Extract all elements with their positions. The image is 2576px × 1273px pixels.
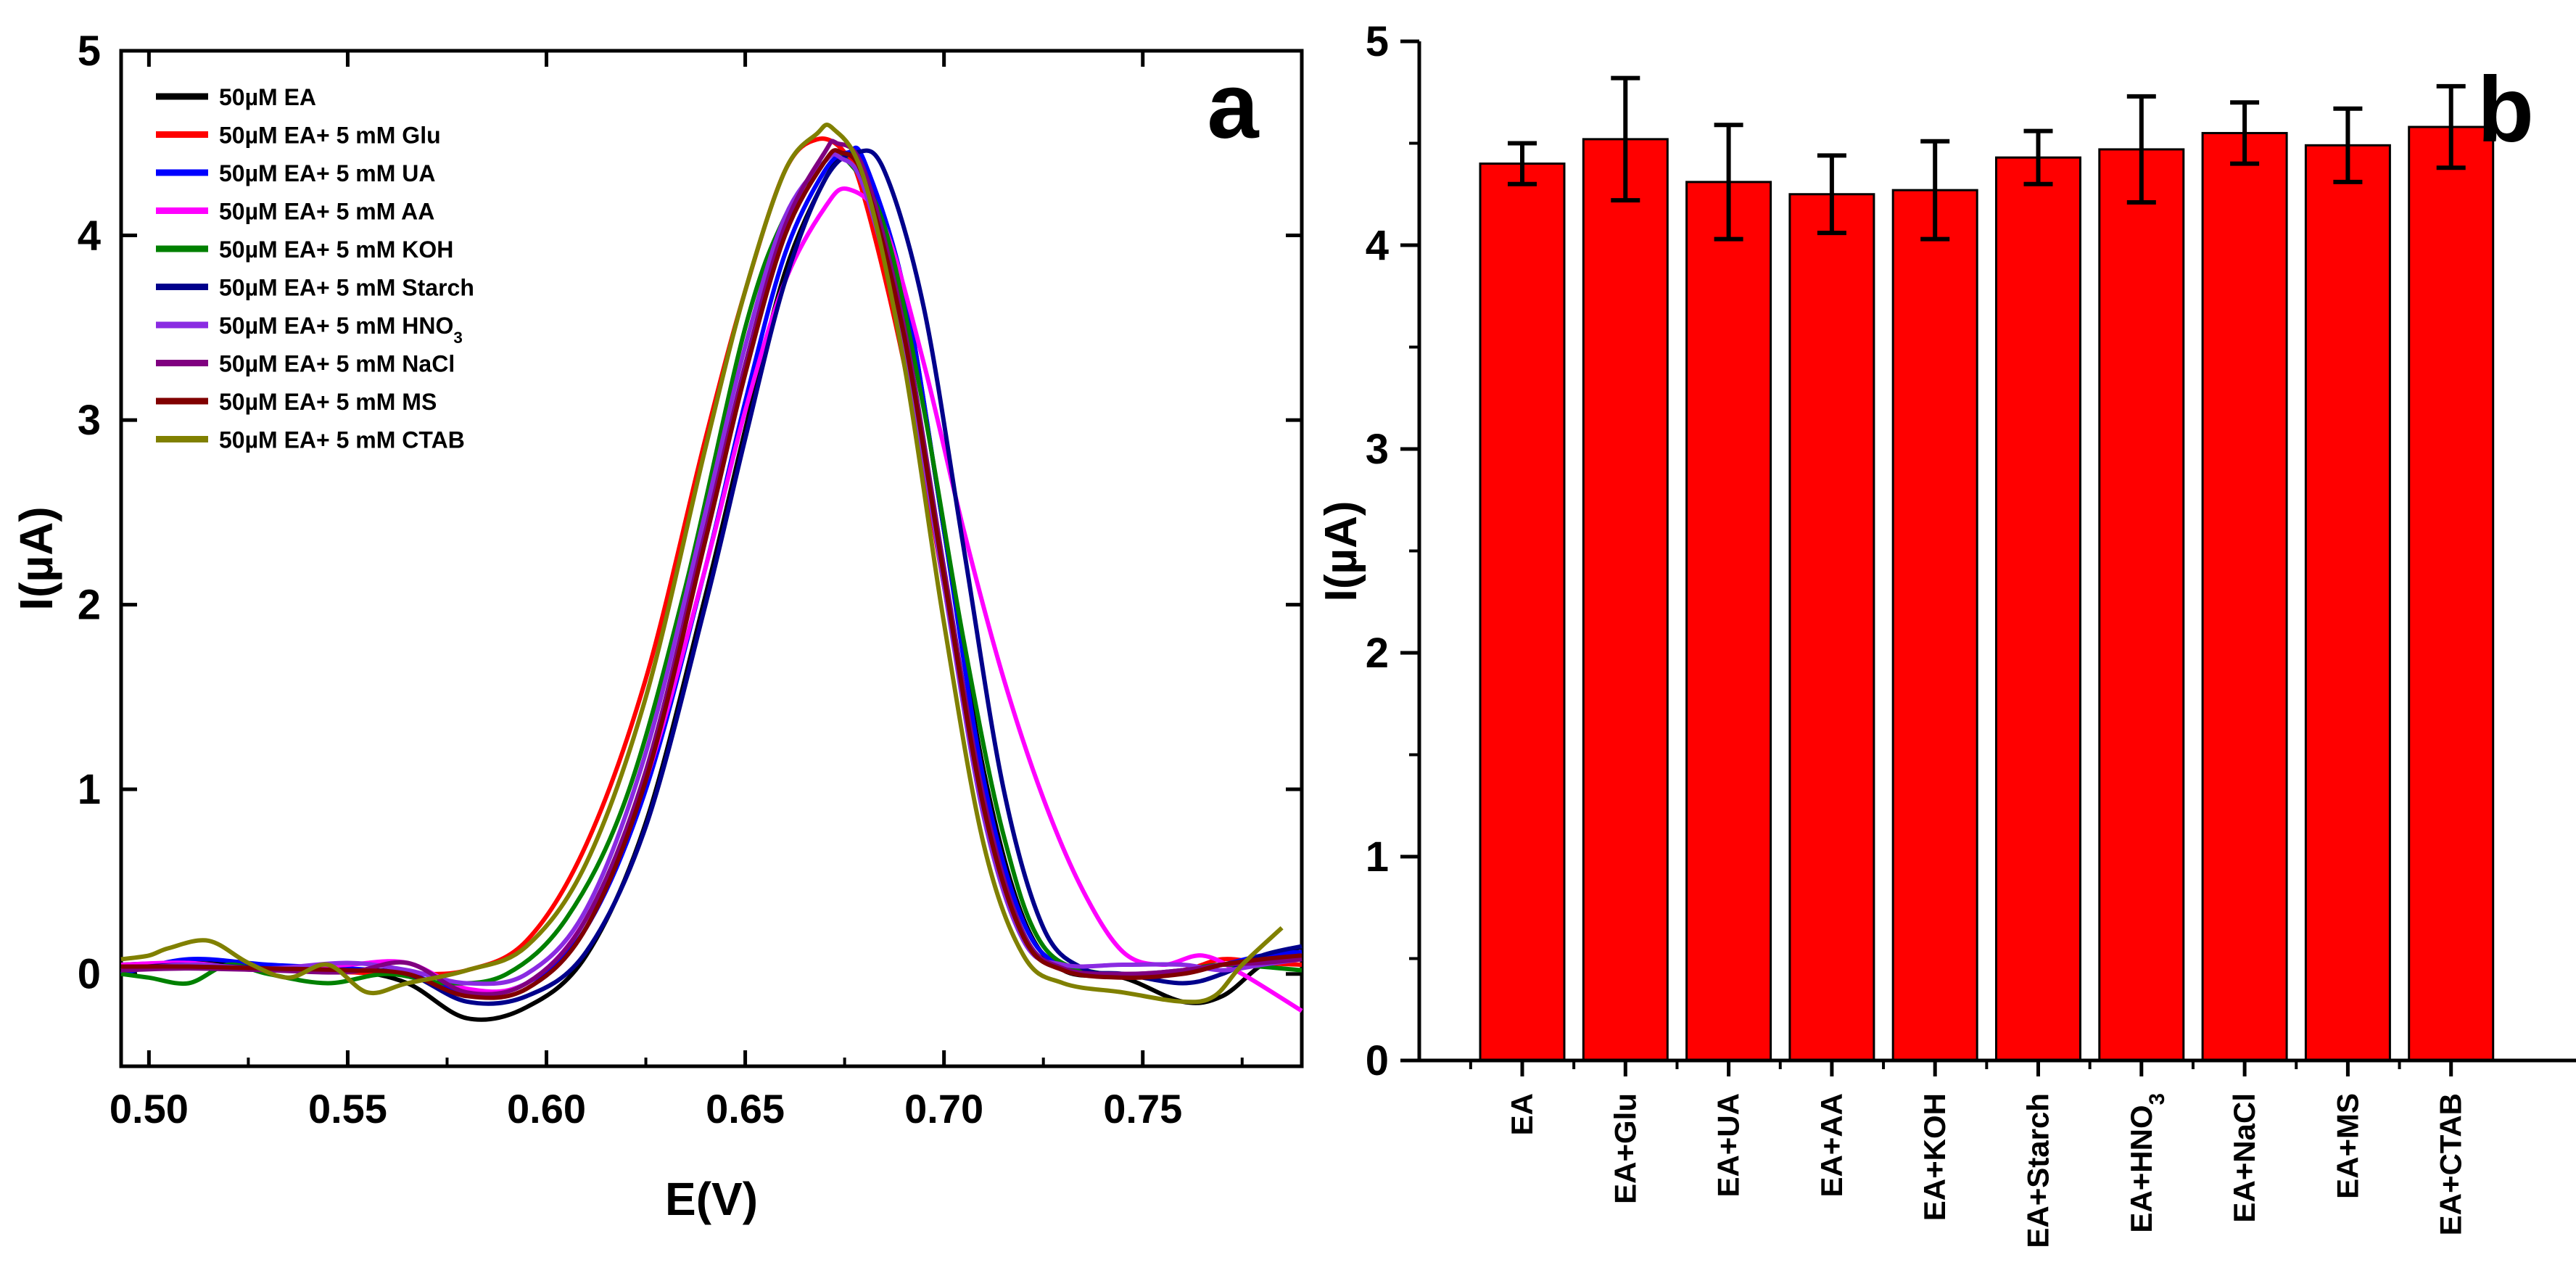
x-tick-label-ea-aa: EA+AA bbox=[1815, 1093, 1849, 1198]
x-tick-label-ea-ctab: EA+CTAB bbox=[2434, 1093, 2468, 1235]
x-tick-label-ea-ua: EA+UA bbox=[1712, 1093, 1746, 1198]
panel-a-x-tick-label: 0.70 bbox=[904, 1086, 983, 1132]
legend-label-50um-ea-5-mm-ms: 50µM EA+ 5 mM MS bbox=[219, 389, 437, 415]
panel-a-plot-frame bbox=[119, 49, 1304, 1068]
bar-ea-starch bbox=[1995, 156, 2081, 1062]
series-line-50um-ea-5-mm-glu bbox=[120, 136, 1303, 976]
panel-a-y-tick-label: 3 bbox=[78, 397, 101, 444]
panel-a-series-lines bbox=[120, 123, 1303, 1022]
bar-ea-ms bbox=[2304, 144, 2391, 1062]
x-tick-label-ea-nacl: EA+NaCl bbox=[2227, 1093, 2261, 1223]
panel-a-ticks: 0.50 0.55 0.60 0.65 0.70 0.75 0 1 2 3 4 5 bbox=[78, 28, 1302, 1132]
bar-ea-aa bbox=[1788, 193, 1875, 1062]
panel-a-x-tick-label: 0.60 bbox=[507, 1086, 586, 1132]
panel-b-y-tick-label: 4 bbox=[1366, 222, 1389, 269]
panel-a-x-tick-label: 0.50 bbox=[110, 1086, 189, 1132]
panel-a-y-tick-label: 5 bbox=[78, 28, 101, 75]
panel-a-y-tick-label: 0 bbox=[78, 951, 101, 998]
panel-a-x-tick-label: 0.65 bbox=[706, 1086, 785, 1132]
legend-label-50um-ea-5-mm-starch: 50µM EA+ 5 mM Starch bbox=[219, 275, 474, 301]
series-line-50um-ea-5-mm-koh bbox=[120, 149, 1303, 986]
panel-b-bar-chart: 0 1 2 3 4 5 EA EA+Glu EA+UA EA+AA EA+KOH EA+Starch… bbox=[1316, 18, 2576, 1248]
x-tick-label-ea-ms: EA+MS bbox=[2330, 1093, 2364, 1199]
bar-ea-ctab bbox=[2408, 125, 2495, 1062]
series-line-50um-ea-5-mm-ms bbox=[120, 148, 1303, 1000]
legend-label-50um-ea-5-mm-ua: 50µM EA+ 5 mM UA bbox=[219, 160, 436, 186]
panel-b-y-tick-label: 5 bbox=[1366, 18, 1389, 65]
panel-a-x-axis-title: E(V) bbox=[665, 1173, 758, 1225]
legend-label-50um-ea-5-mm-nacl: 50µM EA+ 5 mM NaCl bbox=[219, 351, 455, 377]
series-line-50um-ea-5-mm-ctab bbox=[120, 123, 1284, 1005]
panel-a-y-tick-label: 2 bbox=[78, 582, 101, 629]
panel-a-y-axis-title: I(µA) bbox=[10, 506, 62, 611]
bar-ea bbox=[1479, 162, 1566, 1062]
legend-label-50um-ea-5-mm-aa: 50µM EA+ 5 mM AA bbox=[219, 199, 434, 225]
legend-label-50um-ea-5-mm-koh: 50µM EA+ 5 mM KOH bbox=[219, 236, 453, 263]
panel-b-y-tick-label: 2 bbox=[1366, 630, 1389, 677]
x-tick-label-ea: EA bbox=[1505, 1093, 1539, 1135]
bar-ea-koh bbox=[1891, 189, 1978, 1062]
panel-b-ticks: 0 1 2 3 4 5 bbox=[1366, 18, 1419, 1084]
x-tick-label-ea-starch: EA+Starch bbox=[2021, 1093, 2055, 1248]
panel-a-x-tick-label: 0.55 bbox=[308, 1086, 387, 1132]
panel-b-y-tick-label: 1 bbox=[1366, 833, 1389, 881]
x-tick-label-ea-hno3: EA+HNO3 bbox=[2124, 1093, 2169, 1233]
panel-b-bars: EA EA+Glu EA+UA EA+AA EA+KOH EA+Starch EA+HNO3… bbox=[1469, 75, 2495, 1248]
panel-a-y-tick-label: 4 bbox=[78, 213, 101, 260]
legend-label-50um-ea-5-mm-hno3: 50µM EA+ 5 mM HNO3 bbox=[219, 313, 463, 347]
legend-label-50um-ea: 50µM EA bbox=[219, 84, 316, 110]
series-line-50um-ea-5-mm-aa bbox=[120, 186, 1303, 1013]
bar-ea-nacl bbox=[2201, 131, 2288, 1062]
bar-ea-hno3 bbox=[2098, 148, 2185, 1062]
x-tick-label-ea-koh: EA+KOH bbox=[1917, 1093, 1952, 1221]
panel-a-legend: 50µM EA 50µM EA+ 5 mM Glu 50µM EA+ 5 mM UA… bbox=[156, 84, 474, 453]
panel-b-y-tick-label: 0 bbox=[1366, 1037, 1389, 1084]
panel-b-letter: b bbox=[2477, 58, 2534, 162]
x-tick-label-ea-glu: EA+Glu bbox=[1608, 1093, 1642, 1204]
panel-b-y-tick-label: 3 bbox=[1366, 426, 1389, 473]
bar-ea-ua bbox=[1685, 181, 1772, 1062]
panel-a-x-tick-label: 0.75 bbox=[1103, 1086, 1182, 1132]
legend-label-50um-ea-5-mm-glu: 50µM EA+ 5 mM Glu bbox=[219, 123, 441, 149]
panel-b-y-axis-title: I(µA) bbox=[1316, 500, 1366, 601]
bar-ea-glu bbox=[1582, 138, 1669, 1062]
panel-a-y-tick-label: 1 bbox=[78, 766, 101, 813]
panel-a-letter: a bbox=[1207, 54, 1259, 158]
legend-label-50um-ea-5-mm-ctab: 50µM EA+ 5 mM CTAB bbox=[219, 427, 465, 453]
